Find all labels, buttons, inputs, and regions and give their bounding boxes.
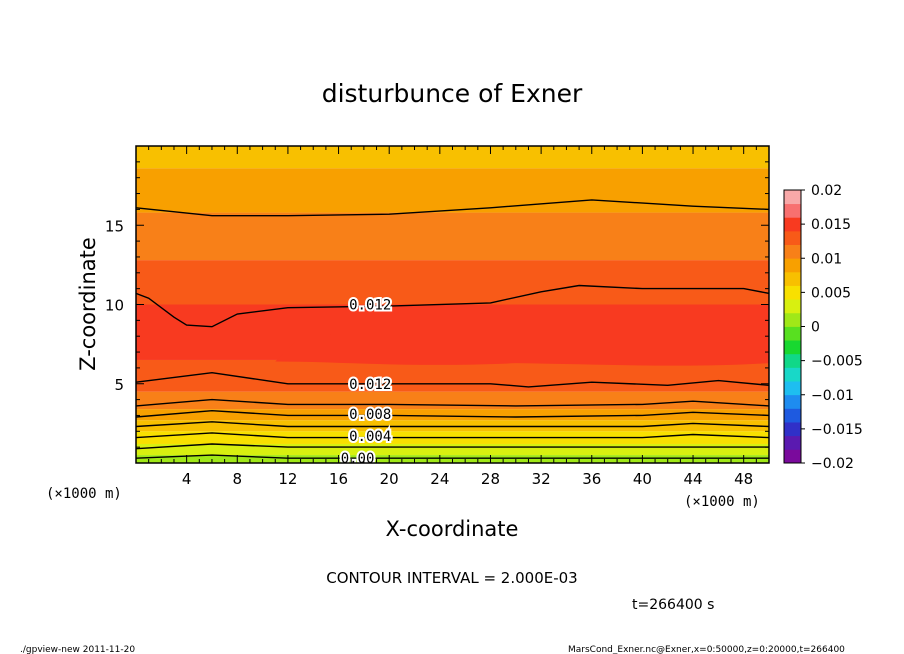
x-tick-label: 48	[734, 470, 753, 488]
colorbar-swatch	[784, 394, 801, 409]
y-axis: 5 10 15	[105, 161, 769, 448]
contour-line	[136, 421, 769, 428]
x-tick-label: 20	[380, 470, 399, 488]
y-tick-label: 10	[105, 297, 124, 315]
colorbar-swatch	[784, 381, 801, 396]
colorbar-swatch	[784, 422, 801, 437]
y-axis-label: Z-coordinate	[76, 237, 100, 371]
colorbar-swatch	[784, 217, 801, 232]
contour-line	[136, 443, 769, 450]
x-unit-right: (×1000 m)	[684, 494, 760, 510]
colorbar-tick-label: 0.015	[811, 217, 851, 233]
contour-line	[136, 371, 769, 388]
contour-label: 0.008	[349, 407, 391, 423]
x-unit-left: (×1000 m)	[46, 486, 122, 502]
colorbar	[783, 189, 802, 464]
colorbar-tick-label: −0.005	[811, 354, 863, 370]
contour-label: 0.00	[341, 451, 375, 467]
x-axis: 4 8 12 16 20 24 28 32 36 40 44 48	[148, 146, 757, 488]
x-tick-label: 32	[532, 470, 551, 488]
colorbar-swatch	[784, 244, 801, 259]
contour-line	[136, 398, 769, 407]
contour-band	[136, 146, 769, 169]
contour-core-region	[275, 324, 769, 366]
contour-label: 0.004	[349, 429, 391, 445]
colorbar-swatch	[784, 285, 801, 300]
contour-label: 0.012	[349, 298, 391, 314]
chart-title: disturbunce of Exner	[322, 79, 583, 108]
colorbar-swatch	[784, 203, 801, 218]
x-tick-label: 8	[233, 470, 243, 488]
contour-fill-area	[136, 146, 769, 463]
colorbar-tick-label: 0.005	[811, 285, 851, 301]
footer-right: MarsCond_Exner.nc@Exner,x=0:50000,z=0:20…	[568, 645, 845, 654]
colorbar-tick-label: −0.015	[811, 422, 863, 438]
colorbar-swatch	[784, 258, 801, 273]
contour-band	[136, 409, 769, 421]
x-tick-label: 24	[430, 470, 449, 488]
colorbar-tick-label: 0.02	[811, 183, 842, 199]
y-tick-label: 15	[105, 217, 124, 235]
x-tick-label: 44	[683, 470, 702, 488]
y-tick-label: 5	[114, 376, 124, 394]
x-tick-label: 40	[633, 470, 652, 488]
contour-line	[136, 284, 769, 328]
x-tick-label: 16	[329, 470, 348, 488]
colorbar-swatch	[784, 312, 801, 327]
contour-interval-text: CONTOUR INTERVAL = 2.000E-03	[326, 569, 577, 587]
colorbar-swatch	[784, 340, 801, 355]
footer-left: ./gpview-new 2011-11-20	[20, 645, 135, 654]
colorbar-swatch	[784, 367, 801, 382]
contour-band	[136, 260, 769, 305]
colorbar-swatch	[784, 449, 801, 464]
x-tick-label: 36	[582, 470, 601, 488]
colorbar-swatch	[784, 190, 801, 205]
x-axis-label: X-coordinate	[386, 517, 519, 541]
colorbar-swatch	[784, 435, 801, 450]
colorbar-swatch	[784, 353, 801, 368]
contour-line	[136, 409, 769, 418]
colorbar-tick-label: −0.02	[811, 456, 854, 472]
colorbar-swatch	[784, 299, 801, 314]
colorbar-tick-label: 0	[811, 320, 820, 336]
colorbar-tick-label: −0.01	[811, 388, 854, 404]
contour-label: 0.012	[349, 377, 391, 393]
colorbar-ticks: 0.02 0.015 0.01 0.005 0 −0.005 −0.01 −0.015 −0.0…	[801, 183, 863, 472]
contour-band	[136, 168, 769, 213]
colorbar-tick-label: 0.01	[811, 251, 842, 267]
colorbar-swatch	[784, 230, 801, 245]
contour-line	[136, 432, 769, 439]
colorbar-swatch	[784, 271, 801, 286]
contour-lines	[136, 199, 769, 459]
contour-band	[136, 212, 769, 261]
x-tick-label: 12	[278, 470, 297, 488]
contour-band	[136, 420, 769, 432]
contour-line	[136, 199, 769, 217]
contour-band	[136, 443, 769, 456]
time-text: t=266400 s	[632, 597, 714, 613]
colorbar-swatch	[784, 326, 801, 341]
colorbar-swatch	[784, 408, 801, 423]
x-tick-label: 4	[182, 470, 192, 488]
x-tick-label: 28	[481, 470, 500, 488]
